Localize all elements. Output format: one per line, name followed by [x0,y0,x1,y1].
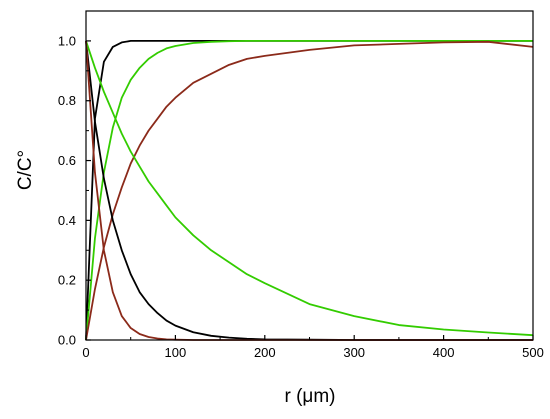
x-axis-label: r (μm) [284,386,335,407]
x-tick-label: 300 [343,345,365,360]
series-line-5 [85,40,534,337]
y-tick-label: 1.0 [58,33,76,48]
x-tick-label: 100 [165,345,187,360]
y-tick-label: 0.4 [58,213,76,228]
x-tick-label: 500 [522,345,544,360]
x-tick-label: 0 [82,345,89,360]
y-tick-label: 0.0 [58,333,76,348]
axis-ticks [85,40,534,341]
y-tick-labels: 0.0 0.2 0.4 0.6 0.8 1.0 [58,33,76,347]
x-tick-label: 400 [433,345,455,360]
y-tick-label: 0.8 [58,93,76,108]
y-tick-label: 0.2 [58,273,76,288]
y-tick-label: 0.6 [58,153,76,168]
series-line-4 [85,40,533,341]
plot-lines [85,40,534,341]
series-line-3 [85,40,534,341]
x-tick-labels: 0 100 200 300 400 500 [82,345,543,360]
plot-frame [85,10,534,341]
series-line-6 [85,40,533,341]
axes-frame [85,10,534,341]
series-line-1 [85,40,533,341]
y-axis-label: C/C° [15,150,36,190]
x-tick-label: 200 [254,345,276,360]
series-line-2 [85,40,533,341]
